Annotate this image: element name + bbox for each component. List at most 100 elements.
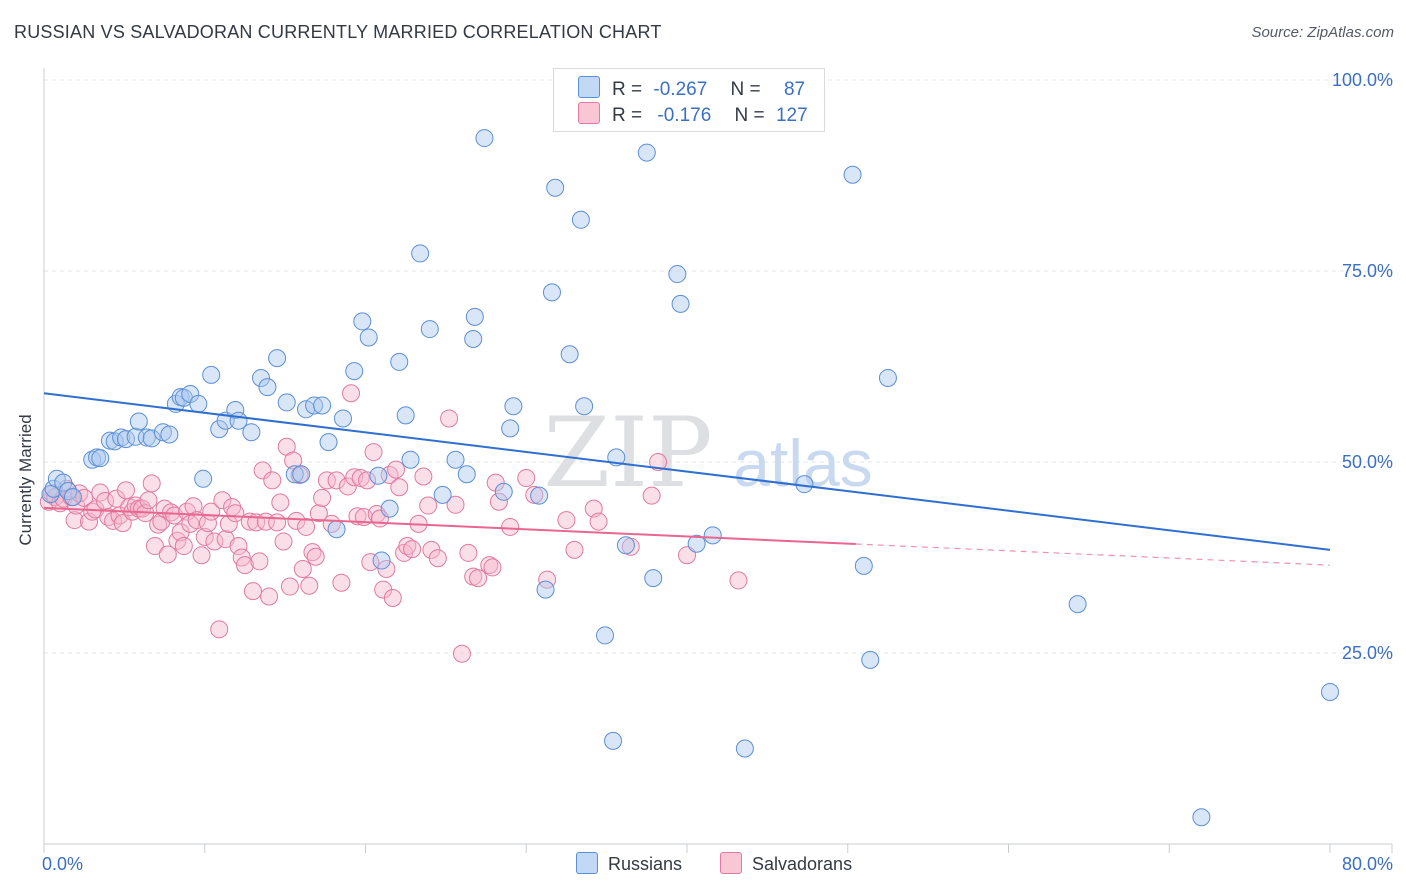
russian-point (546, 178, 565, 197)
legend-row-russians: R = -0.267 N = 87 (578, 76, 805, 100)
y-tick-label: 100.0% (1332, 70, 1393, 90)
salvadoran-point (229, 537, 248, 556)
salvadoran-point (403, 540, 422, 559)
x-tick-label: 80.0% (1342, 854, 1393, 874)
salvadoran-point (317, 471, 336, 490)
chart-title: RUSSIAN VS SALVADORAN CURRENTLY MARRIED … (14, 22, 662, 42)
legend-n-value: 127 (775, 105, 808, 126)
legend-row-salvadorans: R = -0.176 N = 127 (578, 102, 808, 126)
salvadoran-point (440, 409, 459, 428)
source-label: Source: ZipAtlas.com (1251, 24, 1394, 41)
russian-point (401, 450, 420, 469)
russian-point (542, 283, 561, 302)
watermark-atlas: atlas (733, 426, 872, 500)
salvadoran-point (287, 511, 306, 530)
salvadoran-point (306, 547, 325, 566)
salvadoran-point (280, 577, 299, 596)
russian-point (54, 473, 73, 492)
russian-point (372, 551, 391, 570)
salvadoran-point (313, 488, 332, 507)
salvadoran-point (332, 573, 351, 592)
salvadoran-point (398, 537, 417, 556)
salvadoran-point (145, 537, 164, 556)
salvadoran-point (260, 587, 279, 606)
trend-lines (43, 392, 1331, 566)
salvadoran-point (113, 514, 132, 533)
bottom-legend-label-russians: Russians (608, 854, 683, 874)
salvadoran-point (290, 465, 309, 484)
russian-point (501, 419, 520, 438)
russian-point (226, 401, 245, 420)
russian-point (285, 465, 304, 484)
russian-point (687, 534, 706, 553)
russian-point (359, 328, 378, 347)
russian-point (1321, 682, 1339, 701)
russian-point (396, 406, 415, 425)
russian-point (433, 485, 452, 504)
salvadoran-point (235, 556, 254, 575)
salvadoran-point (253, 461, 272, 480)
salvadoran-point (271, 493, 290, 512)
russian-point (530, 486, 549, 505)
salvadoran-point (243, 582, 262, 601)
bottom-legend-russians: Russians (576, 852, 682, 876)
salvadoran-point (205, 532, 224, 551)
salvadoran-point (729, 571, 748, 590)
russian-point (604, 731, 623, 750)
salvadoran-point (139, 491, 158, 510)
salvadoran-point (428, 549, 447, 568)
tick-labels: 25.0% 50.0% 75.0% 100.0% 0.0% 80.0% (42, 70, 1393, 874)
russian-point (616, 536, 635, 555)
salvadoran-point (158, 545, 177, 564)
russian-point (41, 485, 60, 504)
y-tick-label: 50.0% (1342, 452, 1393, 472)
russian-point (390, 352, 409, 371)
russian-point (268, 349, 287, 368)
russian-point (327, 520, 346, 539)
russian-point (465, 307, 484, 326)
russian-point (63, 488, 82, 507)
russian-point (861, 650, 880, 669)
russian-point (446, 450, 465, 469)
legend-swatch-salvadorans (578, 102, 600, 124)
russian-point (571, 210, 590, 229)
russian-point (380, 499, 399, 518)
russian-point (292, 465, 311, 484)
russian-point (333, 409, 352, 428)
salvadoran-point (489, 492, 508, 511)
salvadorans-trend-line (43, 506, 856, 546)
salvadoran-point (501, 517, 520, 536)
russian-point (277, 393, 296, 412)
bottom-legend-swatch-salvadorans (720, 852, 742, 874)
russians-trend-line (43, 392, 1331, 551)
russian-point (536, 580, 555, 599)
salvadoran-point (293, 559, 312, 578)
salvadorans-points (39, 384, 748, 663)
gridlines (44, 79, 1392, 654)
y-tick-label: 75.0% (1342, 261, 1393, 281)
russian-point (194, 469, 213, 488)
salvadoran-point (642, 486, 661, 505)
watermark-zip: ZIP (543, 397, 712, 509)
russian-point (843, 165, 862, 184)
legend-r-value: -0.176 (657, 105, 712, 126)
russian-point (319, 433, 338, 452)
salvadoran-point (250, 552, 269, 571)
russian-point (1192, 808, 1211, 827)
russian-point (252, 368, 271, 387)
salvadoran-point (565, 540, 584, 559)
russian-point (560, 345, 579, 364)
salvadorans-trend-line-extension (855, 543, 1331, 566)
salvadoran-point (309, 504, 328, 523)
bottom-legend-swatch-russians (576, 852, 598, 874)
x-tick-label: 0.0% (42, 854, 83, 874)
salvadoran-point (446, 495, 465, 514)
legend-r-label: R = (612, 105, 643, 126)
russian-point (313, 396, 332, 415)
salvadoran-point (300, 576, 319, 595)
russian-point (703, 526, 722, 545)
axes (43, 68, 1393, 853)
salvadoran-point (525, 485, 544, 504)
russian-point (129, 412, 148, 431)
